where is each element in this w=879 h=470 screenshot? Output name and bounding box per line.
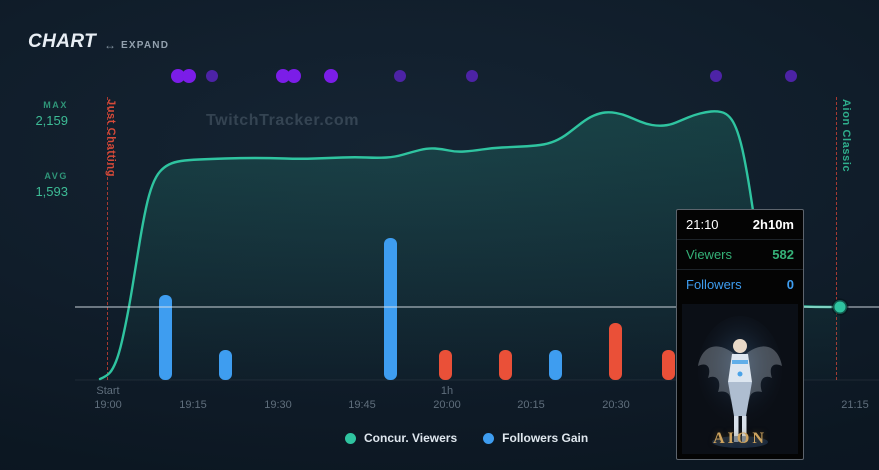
game-label-just-chatting: Just Chatting xyxy=(105,99,117,178)
legend-item-followers-gain[interactable]: Followers Gain xyxy=(483,431,588,445)
game-change-line-left xyxy=(107,97,108,380)
followers-bars-layer xyxy=(159,238,675,380)
legend-dot xyxy=(345,432,356,444)
stream-marker-dot[interactable] xyxy=(324,69,338,83)
tooltip-viewers-row: Viewers 582 xyxy=(677,239,803,269)
x-axis-tick: 19:45 xyxy=(348,399,376,411)
tooltip-followers-value: 0 xyxy=(786,277,794,292)
game-character-art xyxy=(682,304,798,454)
game-change-line-right xyxy=(836,97,837,380)
x-axis-tick: 19:15 xyxy=(179,399,207,411)
x-axis-tick: 20:15 xyxy=(517,399,545,411)
y-axis-max: MAX 2,159 xyxy=(14,100,68,128)
tooltip-time: 21:10 xyxy=(686,217,719,232)
page-title: CHART xyxy=(28,31,97,52)
stream-marker-dot[interactable] xyxy=(182,69,196,83)
game-label-aion-classic: Aion Classic xyxy=(840,99,852,173)
x-axis-tick: 21:15 xyxy=(841,399,869,411)
stream-marker-dot[interactable] xyxy=(287,69,301,83)
viewers-line-layer xyxy=(98,110,842,381)
expand-label: EXPAND xyxy=(121,39,170,51)
x-axis-tick: 20:30 xyxy=(602,399,630,411)
y-axis-avg: AVG 1,593 xyxy=(14,171,68,199)
stream-marker-dot[interactable] xyxy=(206,70,218,82)
tooltip-followers-label: Followers xyxy=(686,277,742,292)
tooltip-duration: 2h10m xyxy=(752,217,794,232)
x-axis-tick: Start 19:00 xyxy=(94,385,122,411)
followers-lost-bar[interactable] xyxy=(609,323,622,380)
stream-marker-dot[interactable] xyxy=(171,69,185,83)
max-value: 2,159 xyxy=(35,113,68,128)
avg-label: AVG xyxy=(44,171,68,181)
x-axis-tick: 1h 20:00 xyxy=(433,385,461,411)
hover-point-dot[interactable] xyxy=(831,298,849,316)
avg-value: 1,593 xyxy=(35,184,68,199)
stream-marker-dot[interactable] xyxy=(394,70,406,82)
game-box-art: AION xyxy=(682,304,798,454)
hover-tooltip: 21:10 2h10m Viewers 582 Followers 0 xyxy=(676,209,804,460)
legend: Concur. Viewers Followers Gain xyxy=(345,431,588,445)
tooltip-followers-row: Followers 0 xyxy=(677,269,803,299)
x-axis-tick: 19:30 xyxy=(264,399,292,411)
watermark: TwitchTracker.com xyxy=(206,112,360,129)
stream-marker-dot[interactable] xyxy=(466,70,478,82)
stream-marker-dot[interactable] xyxy=(785,70,797,82)
stream-markers[interactable] xyxy=(171,69,797,83)
followers-lost-bar[interactable] xyxy=(439,350,452,380)
tooltip-header: 21:10 2h10m xyxy=(677,210,803,239)
expand-button[interactable]: ↔ EXPAND xyxy=(104,39,169,51)
legend-label: Followers Gain xyxy=(502,431,589,445)
followers-lost-bar[interactable] xyxy=(499,350,512,380)
legend-label: Concur. Viewers xyxy=(364,431,458,445)
stream-marker-dot[interactable] xyxy=(710,70,722,82)
followers-gain-bar[interactable] xyxy=(159,295,172,380)
followers-gain-bar[interactable] xyxy=(549,350,562,380)
expand-icon: ↔ xyxy=(104,38,116,52)
followers-lost-bar[interactable] xyxy=(662,350,675,380)
legend-item-concur-viewers[interactable]: Concur. Viewers xyxy=(345,431,457,445)
followers-gain-bar[interactable] xyxy=(219,350,232,380)
tooltip-viewers-value: 582 xyxy=(772,247,794,262)
game-logo-text: AION xyxy=(713,430,767,447)
followers-gain-bar[interactable] xyxy=(384,238,397,380)
max-label: MAX xyxy=(43,100,68,110)
stream-marker-dot[interactable] xyxy=(276,69,290,83)
tooltip-viewers-label: Viewers xyxy=(686,247,733,262)
legend-dot xyxy=(483,432,495,444)
